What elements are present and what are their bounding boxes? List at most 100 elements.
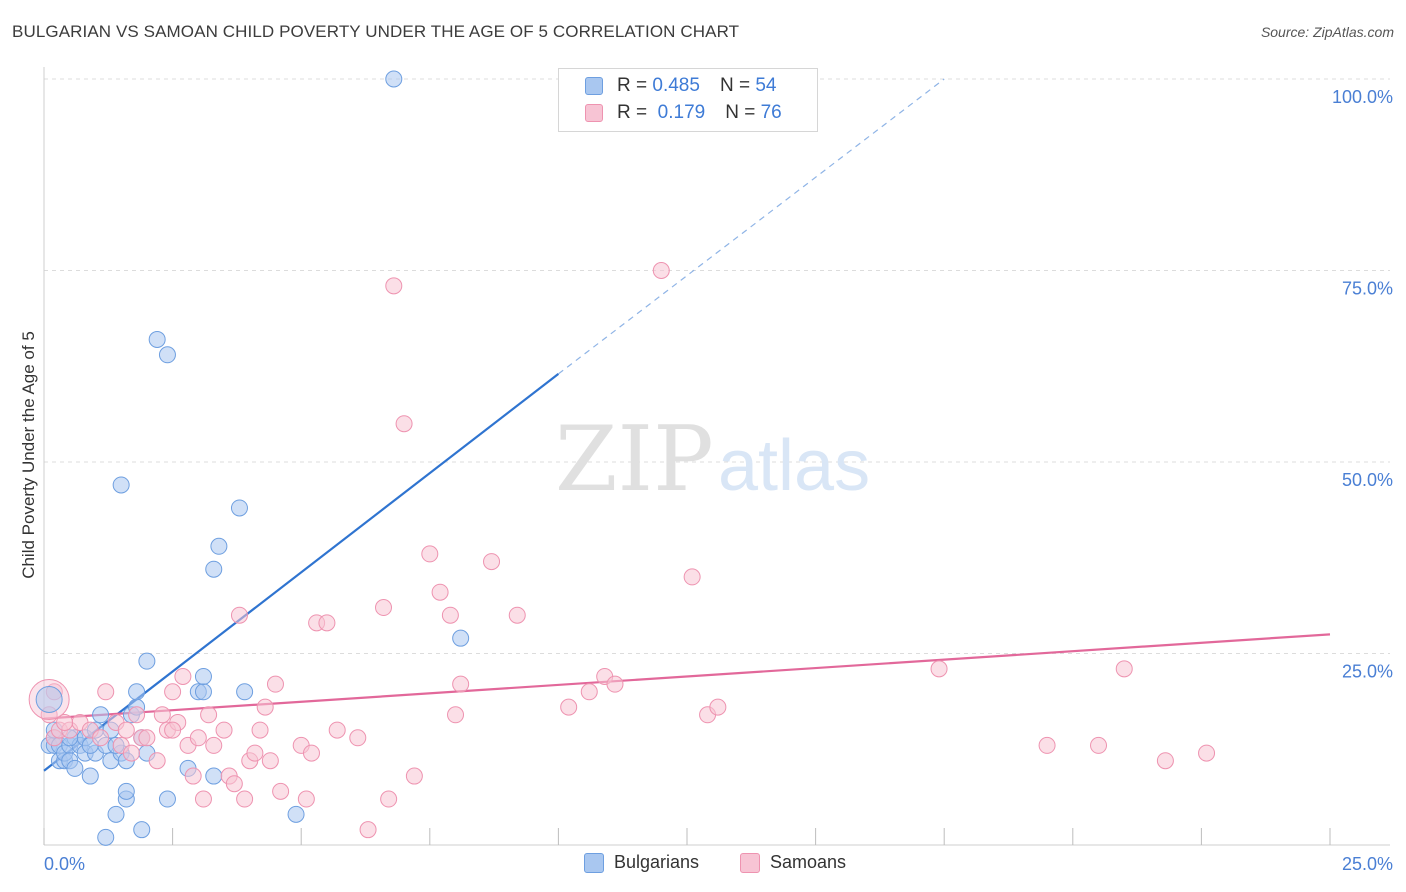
data-point-large — [35, 685, 63, 713]
legend-swatch-pink — [740, 852, 760, 873]
data-point — [189, 729, 207, 747]
data-point — [128, 683, 146, 701]
legend-label-samoans: Samoans — [770, 852, 847, 872]
data-point — [133, 821, 151, 839]
data-point — [194, 683, 212, 701]
data-point — [205, 560, 223, 578]
axes — [43, 67, 1390, 846]
data-point — [112, 476, 130, 494]
chart-source: Source: ZipAtlas.com — [1260, 24, 1394, 40]
data-point — [930, 660, 948, 678]
legend-r-label: R = — [617, 75, 648, 96]
data-point — [205, 736, 223, 754]
data-point — [225, 775, 243, 793]
data-point — [256, 698, 274, 716]
legend-row-samoans: R = 0.179 N = 76 — [585, 100, 782, 126]
legend-swatch-blue — [585, 77, 603, 95]
data-point — [483, 553, 501, 571]
data-point — [431, 583, 449, 601]
y-tick-label: 75.0% — [1342, 279, 1393, 299]
data-point — [148, 330, 166, 348]
data-point — [194, 667, 212, 685]
legend-swatch-blue — [584, 852, 604, 873]
data-point — [122, 744, 140, 762]
data-point — [117, 721, 135, 739]
data-point — [56, 713, 74, 731]
data-point — [318, 614, 336, 632]
x-tick-label: 25.0% — [1342, 854, 1393, 874]
stats-legend: R = 0.485 N = 54 R = 0.179 N = 76 — [558, 68, 818, 132]
data-point — [606, 675, 624, 693]
data-point — [375, 599, 393, 617]
data-point — [652, 262, 670, 279]
trend-line-bulgarians-extension — [558, 78, 945, 375]
x-tick-label: 0.0% — [44, 854, 85, 874]
data-point — [210, 537, 228, 555]
legend-swatch-pink — [585, 104, 603, 122]
y-tick-label: 50.0% — [1342, 470, 1393, 490]
data-point — [138, 652, 156, 670]
y-axis-label: Child Poverty Under the Age of 5 — [19, 331, 38, 579]
y-tick-label: 25.0% — [1342, 662, 1393, 682]
chart-title: BULGARIAN VS SAMOAN CHILD POVERTY UNDER … — [12, 22, 740, 41]
data-point — [683, 568, 701, 586]
trend-line-bulgarians — [43, 373, 560, 772]
data-point — [452, 675, 470, 693]
legend-item-bulgarians[interactable]: Bulgarians — [584, 852, 699, 873]
data-points — [28, 70, 1216, 846]
data-point — [1198, 744, 1216, 762]
watermark-zip: ZIP — [555, 407, 714, 512]
data-point — [328, 721, 346, 739]
y-tick-label: 100.0% — [1332, 87, 1393, 107]
legend-row-bulgarians: R = 0.485 N = 54 — [585, 73, 776, 99]
data-point — [287, 805, 305, 823]
data-point — [441, 606, 459, 624]
data-point — [385, 277, 403, 295]
trend-line-samoans — [43, 633, 1331, 720]
data-point — [447, 706, 465, 724]
legend-r-value: 0.179 — [657, 102, 706, 123]
data-point — [158, 346, 176, 364]
data-point — [174, 667, 192, 685]
legend-n-label: N = — [725, 102, 756, 123]
data-point — [261, 752, 279, 770]
data-point — [272, 782, 290, 800]
data-point — [148, 752, 166, 770]
data-point — [138, 729, 156, 747]
data-point — [385, 70, 403, 88]
grid-lines — [44, 78, 1390, 654]
data-point — [153, 706, 171, 724]
data-point — [215, 721, 233, 739]
data-point — [1090, 736, 1108, 754]
data-point — [452, 629, 470, 647]
data-point — [81, 767, 99, 785]
data-point — [230, 499, 248, 517]
data-point — [395, 415, 413, 433]
legend-n-label: N = — [719, 75, 751, 96]
data-point — [107, 805, 125, 823]
data-point — [266, 675, 284, 693]
legend-n-value: 76 — [760, 102, 782, 123]
data-point — [164, 721, 182, 739]
data-point — [128, 706, 146, 724]
data-point — [1038, 736, 1056, 754]
data-point — [164, 683, 182, 701]
data-point — [302, 744, 320, 762]
data-point — [117, 782, 135, 800]
legend-r-label: R = — [617, 102, 648, 123]
data-point — [194, 790, 212, 808]
series-legend: Bulgarians Samoans — [0, 852, 1406, 878]
data-point — [246, 744, 264, 762]
data-point — [380, 790, 398, 808]
legend-r-value: 0.485 — [652, 75, 700, 96]
data-point — [236, 683, 254, 701]
legend-item-samoans[interactable]: Samoans — [740, 852, 846, 873]
data-point — [66, 759, 84, 777]
data-point — [251, 721, 269, 739]
data-point — [405, 767, 423, 785]
watermark-atlas: atlas — [718, 426, 870, 506]
tick-labels: 100.0% 75.0% 50.0% 25.0% 0.0% 25.0% — [44, 87, 1393, 874]
data-point — [200, 706, 218, 724]
data-point — [297, 790, 315, 808]
data-point — [158, 790, 176, 808]
